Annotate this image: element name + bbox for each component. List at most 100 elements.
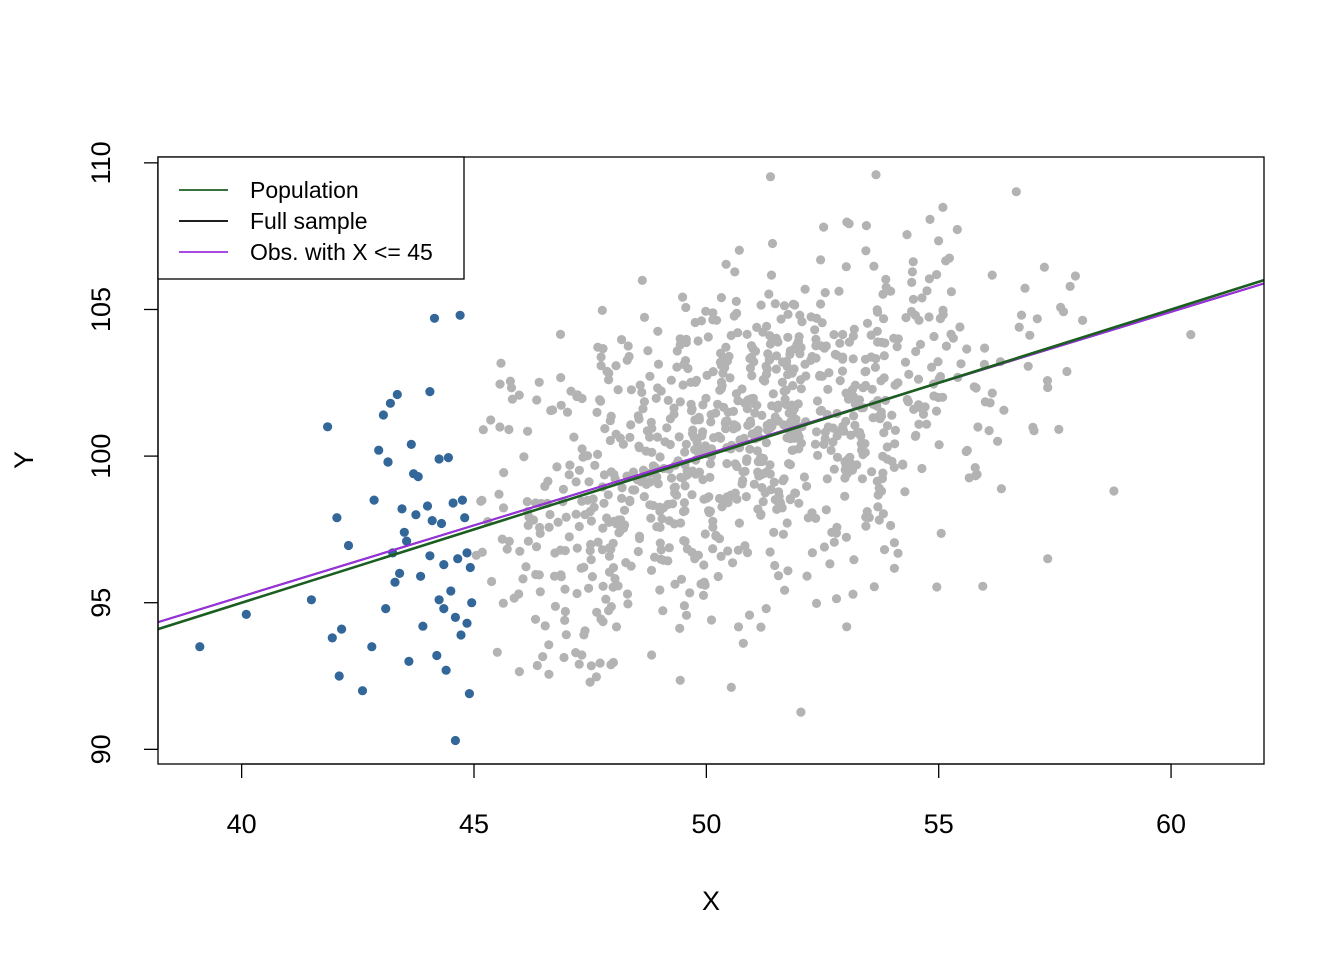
- scatter-point: [617, 335, 627, 345]
- scatter-point: [1065, 281, 1075, 291]
- scatter-point: [638, 404, 648, 414]
- scatter-point: [763, 349, 773, 359]
- scatter-point: [932, 270, 942, 280]
- scatter-point: [675, 675, 685, 685]
- scatter-point: [874, 515, 884, 525]
- scatter-point: [903, 397, 913, 407]
- subset-point: [383, 457, 393, 467]
- scatter-point: [906, 306, 917, 317]
- scatter-point: [742, 456, 752, 466]
- scatter-point: [692, 437, 702, 447]
- scatter-point: [675, 623, 685, 634]
- scatter-point: [769, 527, 779, 538]
- subset-point: [411, 510, 421, 520]
- scatter-point: [806, 312, 816, 322]
- scatter-point: [924, 312, 934, 322]
- scatter-point: [969, 382, 979, 392]
- scatter-point: [725, 373, 735, 383]
- scatter-point: [837, 366, 848, 376]
- scatter-point: [693, 336, 703, 346]
- scatter-point: [564, 470, 574, 480]
- scatter-point: [878, 451, 888, 461]
- scatter-point: [985, 398, 995, 408]
- scatter-point: [538, 652, 548, 662]
- scatter-point: [924, 274, 935, 284]
- scatter-point: [848, 354, 858, 364]
- scatter-point: [1025, 330, 1035, 340]
- scatter-point: [922, 419, 932, 429]
- scatter-point: [675, 334, 685, 344]
- scatter-point: [768, 389, 778, 399]
- scatter-point: [602, 366, 612, 376]
- scatter-point: [698, 427, 708, 437]
- scatter-point: [586, 555, 596, 565]
- scatter-point: [572, 543, 582, 553]
- scatter-point: [722, 459, 732, 469]
- scatter-point: [724, 351, 734, 361]
- scatter-point: [955, 322, 965, 332]
- scatter-point: [678, 292, 688, 302]
- scatter-point: [679, 498, 690, 508]
- scatter-point: [699, 494, 709, 504]
- scatter-point: [495, 379, 505, 389]
- y-tick-label: 100: [86, 434, 116, 479]
- scatter-point: [893, 378, 903, 388]
- scatter-point: [653, 359, 664, 369]
- scatter-point: [681, 610, 692, 620]
- scatter-point: [611, 622, 622, 632]
- scatter-point: [846, 430, 856, 440]
- y-axis-label: Y: [9, 451, 39, 469]
- scatter-point: [840, 491, 850, 501]
- subset-point: [464, 689, 474, 699]
- scatter-point: [681, 302, 691, 313]
- scatter-point: [873, 502, 883, 512]
- scatter-point: [639, 397, 650, 407]
- scatter-point: [597, 305, 607, 315]
- subset-point: [337, 624, 347, 634]
- scatter-point: [907, 267, 918, 277]
- scatter-point: [892, 342, 902, 352]
- scatter-point: [574, 521, 584, 532]
- scatter-point: [845, 452, 855, 462]
- scatter-point: [634, 531, 645, 541]
- scatter-point: [876, 486, 887, 496]
- scatter-point: [590, 460, 600, 470]
- scatter-point: [908, 294, 919, 304]
- scatter-point: [647, 650, 657, 660]
- scatter-point: [609, 516, 619, 527]
- scatter-point: [544, 640, 554, 650]
- scatter-point: [1070, 271, 1080, 281]
- scatter-point: [952, 224, 962, 235]
- scatter-point: [813, 450, 823, 460]
- scatter-point: [655, 452, 665, 462]
- scatter-point: [494, 489, 504, 499]
- scatter-point: [599, 498, 609, 508]
- scatter-point: [676, 574, 687, 584]
- scatter-point: [867, 467, 877, 477]
- scatter-point: [514, 667, 525, 677]
- scatter-point: [908, 257, 918, 267]
- scatter-point: [935, 371, 946, 382]
- scatter-point: [658, 606, 668, 616]
- scatter-point: [622, 589, 633, 599]
- scatter-point: [586, 539, 596, 550]
- scatter-point: [738, 475, 748, 486]
- scatter-point: [779, 386, 789, 396]
- scatter-point: [535, 587, 545, 597]
- scatter-point: [595, 395, 605, 405]
- scatter-point: [860, 439, 870, 449]
- scatter-point: [970, 463, 980, 473]
- scatter-point: [861, 246, 871, 256]
- scatter-point: [686, 399, 696, 409]
- fit-lines: [158, 278, 1264, 631]
- scatter-point: [670, 579, 680, 589]
- subset-point: [416, 571, 426, 581]
- scatter-point: [849, 411, 859, 421]
- scatter-point: [523, 520, 533, 531]
- scatter-point: [825, 559, 835, 569]
- scatter-point: [795, 310, 805, 320]
- scatter-point: [593, 342, 603, 352]
- scatter-point: [574, 659, 584, 669]
- scatter-point: [561, 630, 571, 640]
- x-tick-label: 50: [691, 809, 721, 839]
